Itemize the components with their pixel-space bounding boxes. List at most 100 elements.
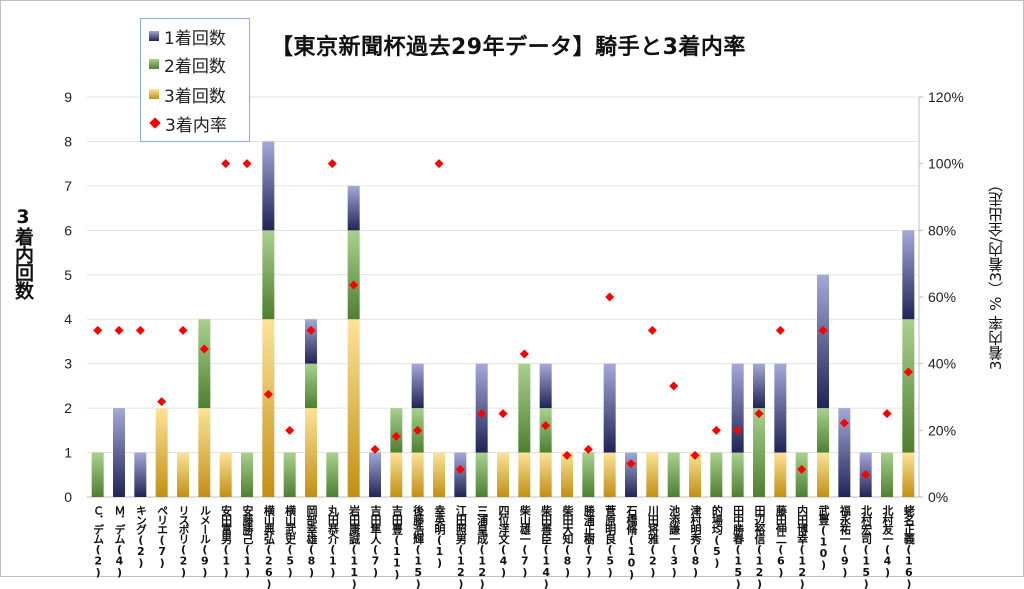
gridlines	[87, 96, 919, 498]
rate-point	[434, 159, 444, 169]
y-tick-label: 2	[64, 400, 72, 416]
x-tick-label: 横山典弘(26)	[262, 505, 276, 589]
rate-point	[839, 418, 849, 428]
y-tick-label: 3	[64, 356, 72, 372]
bar-segment-2nd	[390, 408, 403, 453]
rate-point	[647, 325, 657, 335]
rate-point	[221, 159, 231, 169]
bar-segment-1st	[539, 363, 552, 409]
y2-tick-label: 80%	[928, 222, 956, 238]
y2-tick-label: 100%	[928, 156, 964, 172]
rate-point	[157, 397, 167, 407]
x-tick-label: 田辺裕信(12)	[753, 505, 766, 589]
x-tick-label: 蛯名正義(16)	[902, 505, 916, 589]
x-tick-label: 吉田豊(11)	[390, 505, 404, 580]
bar-segment-3rd	[347, 319, 360, 497]
rate-point	[669, 381, 679, 391]
bar-segment-1st	[262, 141, 275, 231]
bar-segment-2nd	[518, 363, 531, 453]
x-tick-label: 幸英明(1)	[433, 505, 446, 568]
x-tick-label: リスポリ(2)	[177, 505, 190, 578]
legend-item-1st: 1着回数	[149, 22, 226, 50]
bar-segment-2nd	[710, 452, 723, 497]
bar-segment-2nd	[795, 452, 808, 497]
rate-point	[135, 325, 145, 335]
x-tick-label: Ｃ．デム(2)	[91, 505, 105, 578]
x-tick-label: 岩田康誠(11)	[347, 505, 361, 589]
bar-segment-1st	[369, 452, 381, 497]
rate-point	[861, 470, 871, 480]
bar-segment-1st	[774, 363, 787, 453]
x-tick-label: 安藤勝己(1)	[241, 505, 254, 578]
rate-point	[562, 450, 572, 460]
rate-point	[605, 292, 615, 302]
bar-segment-2nd	[305, 363, 317, 409]
y-tick-label: 8	[64, 133, 72, 149]
bar-segment-2nd	[283, 452, 296, 497]
bar-segment-3rd	[390, 452, 403, 497]
bar-segment-2nd	[91, 452, 104, 497]
bars	[91, 141, 915, 497]
bar-segment-3rd	[155, 408, 168, 497]
bar-segment-2nd	[326, 452, 339, 497]
legend-item-2nd: 2着回数	[149, 50, 226, 78]
rate-point	[477, 409, 487, 419]
axes: 0 1 2 3 4 5 6 7 8 9 0% 20% 40% 60% 80% 100% 120%	[64, 89, 964, 505]
legend-swatch-3rd	[149, 89, 159, 99]
rate-point	[903, 367, 913, 377]
x-tick-label: 後藤浩輝(15)	[411, 505, 425, 589]
rate-point	[583, 444, 593, 454]
bar-segment-3rd	[689, 452, 701, 497]
bar-segment-3rd	[539, 452, 552, 497]
rate-point	[114, 325, 124, 335]
y-tick-label: 0	[64, 489, 72, 505]
rate-point	[242, 159, 252, 169]
rate-point	[285, 425, 295, 435]
rate-point	[711, 425, 721, 435]
bar-segment-1st	[817, 274, 829, 409]
bar-segment-2nd	[475, 452, 488, 497]
x-tick-label: 柴田善臣(14)	[539, 505, 553, 589]
y2-tick-label: 20%	[928, 422, 956, 438]
x-tick-label: キング(2)	[134, 505, 148, 568]
y-tick-label: 1	[64, 445, 72, 461]
x-tick-label: 池添謙一(3)	[667, 505, 681, 578]
legend-label: 3着内率	[165, 115, 227, 136]
bar-segment-2nd	[881, 452, 893, 497]
bar-segment-3rd	[497, 452, 509, 497]
legend-swatch-1st	[149, 31, 159, 41]
x-tick-label: 藤田伸二(6)	[774, 505, 788, 578]
y-tick-label: 9	[64, 89, 72, 105]
bar-segment-2nd	[539, 408, 552, 453]
bar-segment-1st	[134, 452, 147, 497]
rate-point	[178, 325, 188, 335]
x-tick-label: 丸田恭介(1)	[326, 505, 340, 578]
rate-point	[327, 159, 337, 169]
bar-segment-1st	[475, 363, 488, 453]
x-tick-label: ペリエ(7)	[155, 505, 169, 568]
y2-tick-label: 40%	[928, 356, 956, 372]
x-tick-label: Ｍ．デム(4)	[113, 505, 126, 578]
y2-axis-title: 3着内率 %（3着内/全出走）	[987, 177, 1005, 371]
rate-point	[199, 344, 209, 354]
legend-item-3rd: 3着回数	[149, 80, 226, 108]
rate-point	[413, 425, 423, 435]
x-tick-label: 的場均(5)	[710, 505, 724, 568]
x-tick-label: 武豊(10)	[817, 505, 830, 570]
rate-point	[519, 349, 529, 359]
rate-point	[391, 431, 401, 441]
x-tick-label: 四位洋文(4)	[497, 505, 510, 578]
bar-segment-3rd	[262, 319, 275, 497]
bar-segment-3rd	[518, 452, 531, 497]
bar-segment-3rd	[817, 452, 829, 497]
bar-segment-1st	[411, 363, 424, 409]
legend-label: 2着回数	[164, 56, 226, 77]
y-tick-label: 5	[64, 267, 72, 283]
bar-segment-2nd	[347, 230, 360, 320]
bar-segment-2nd	[667, 452, 680, 497]
bar-segment-3rd	[774, 452, 787, 497]
rate-point	[498, 409, 508, 419]
bar-segment-3rd	[198, 408, 211, 497]
bar-segment-2nd	[902, 319, 915, 453]
